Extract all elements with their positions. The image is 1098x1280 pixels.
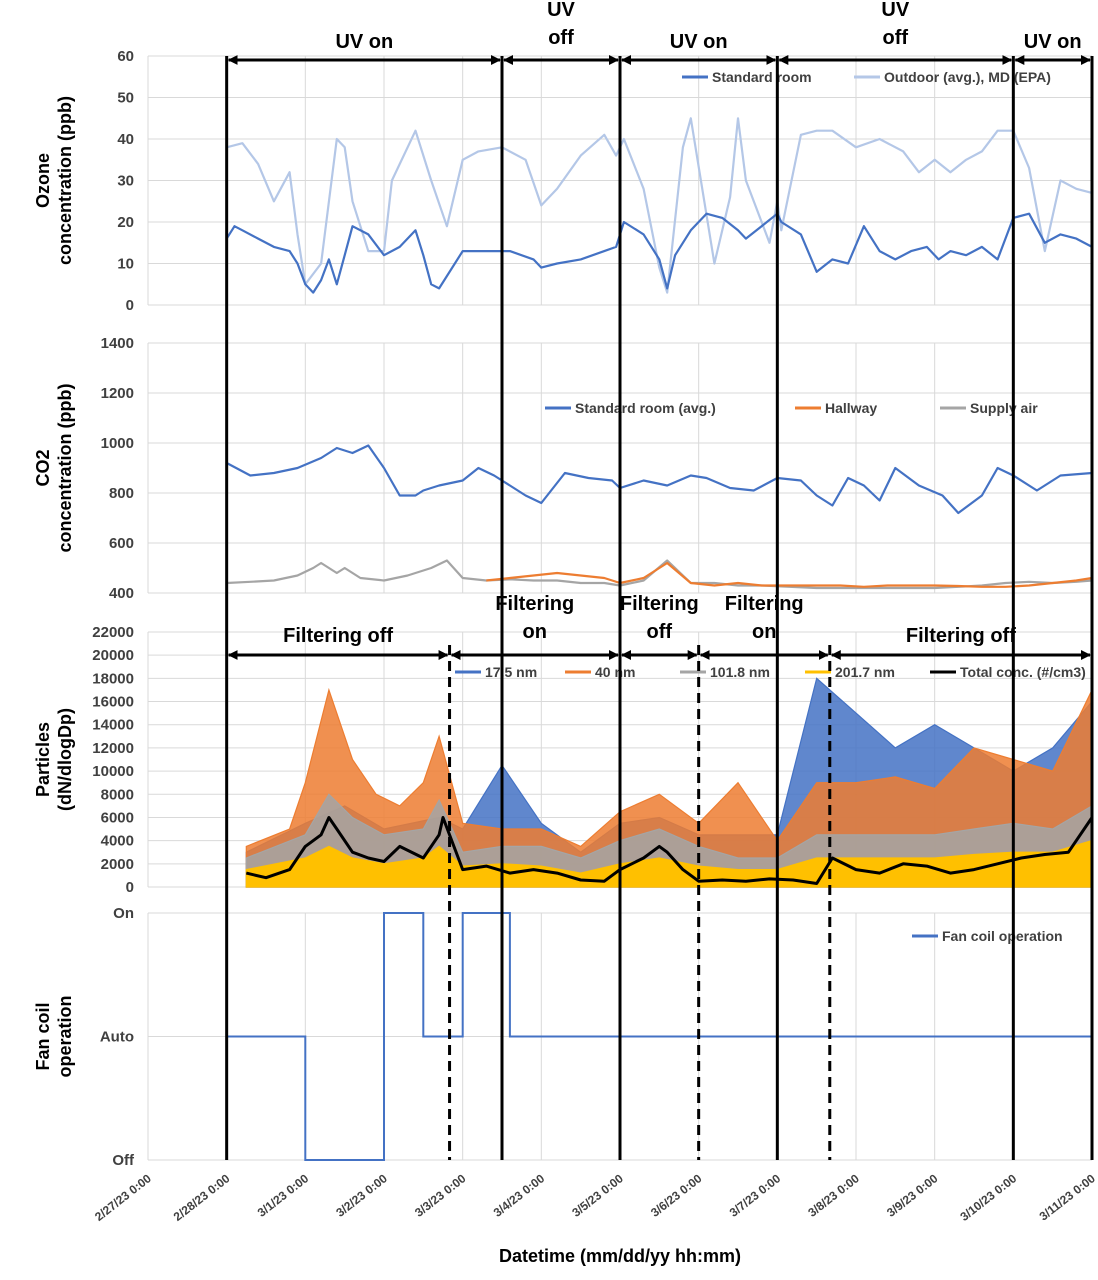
uv-period-label: UV on bbox=[335, 31, 393, 53]
legend-label: 101.8 nm bbox=[710, 664, 770, 680]
legend-label: 40 nm bbox=[595, 664, 635, 680]
legend-label: Supply air bbox=[970, 400, 1038, 416]
y-tick-label: 10 bbox=[117, 256, 134, 273]
x-tick-label: 3/4/23 0:00 bbox=[491, 1171, 548, 1220]
x-tick-label: 3/9/23 0:00 bbox=[884, 1171, 941, 1220]
y-tick-label: On bbox=[113, 905, 134, 922]
series-area-201-7-nm bbox=[245, 839, 1093, 888]
x-tick-label: 3/6/23 0:00 bbox=[648, 1171, 705, 1220]
y-tick-label: 400 bbox=[109, 585, 134, 602]
x-tick-label: 3/8/23 0:00 bbox=[805, 1171, 862, 1220]
legend-label: Standard room (avg.) bbox=[575, 400, 716, 416]
legend-label: Hallway bbox=[825, 400, 877, 416]
y-tick-label: 16000 bbox=[92, 694, 134, 711]
y-axis-title: Fan coil bbox=[33, 1002, 53, 1070]
legend-label: Fan coil operation bbox=[942, 928, 1063, 944]
x-tick-label: 3/7/23 0:00 bbox=[727, 1171, 784, 1220]
uv-period-label: off bbox=[548, 27, 574, 49]
series-line-outdoor-avg-md-epa- bbox=[226, 117, 1093, 294]
y-axis-title: Ozone bbox=[33, 153, 53, 208]
x-axis-title: Datetime (mm/dd/yy hh:mm) bbox=[499, 1246, 741, 1266]
y-tick-label: 60 bbox=[117, 48, 134, 65]
y-tick-label: 20 bbox=[117, 214, 134, 231]
y-axis-title: CO2 bbox=[33, 449, 53, 486]
y-tick-label: 0 bbox=[126, 879, 134, 896]
filter-period-label: Filtering off bbox=[283, 625, 393, 647]
panel-2: 400 600 800 1000 1200 1400 CO2 concentration (p… bbox=[33, 335, 1093, 602]
filter-period-label: Filtering bbox=[620, 593, 699, 615]
legend-label: 201.7 nm bbox=[835, 664, 895, 680]
y-tick-label: Off bbox=[112, 1152, 135, 1169]
y-tick-label: 10000 bbox=[92, 763, 134, 780]
y-tick-label: Auto bbox=[100, 1029, 134, 1046]
x-tick-label: 3/1/23 0:00 bbox=[255, 1171, 312, 1220]
y-tick-label: 6000 bbox=[101, 809, 134, 826]
y-tick-label: 800 bbox=[109, 485, 134, 502]
y-tick-label: 40 bbox=[117, 131, 134, 148]
legend-label: Total conc. (#/cm3) bbox=[960, 664, 1086, 680]
y-axis-title: (dN/dlogDp) bbox=[55, 708, 75, 811]
y-tick-label: 2000 bbox=[101, 856, 134, 873]
y-tick-label: 30 bbox=[117, 173, 134, 190]
legend: 17.5 nm 40 nm 101.8 nm 201.7 nm Total conc. … bbox=[455, 664, 1086, 680]
uv-period-label: off bbox=[883, 27, 909, 49]
legend-label: Outdoor (avg.), MD (EPA) bbox=[884, 69, 1051, 85]
legend: Fan coil operation bbox=[912, 928, 1063, 944]
series-line-fan-coil-operation bbox=[226, 912, 1092, 1161]
filter-period-label: on bbox=[523, 621, 547, 643]
x-tick-label: 3/11/23 0:00 bbox=[1037, 1171, 1098, 1223]
series-line-standard-room bbox=[225, 212, 1093, 294]
y-tick-label: 1400 bbox=[101, 335, 134, 352]
y-axis-title: concentration (ppb) bbox=[55, 384, 75, 553]
y-axis-title: concentration (ppb) bbox=[55, 96, 75, 265]
y-tick-label: 50 bbox=[117, 90, 134, 107]
x-tick-label: 3/2/23 0:00 bbox=[333, 1171, 390, 1220]
legend-label: Standard room bbox=[712, 69, 812, 85]
legend-label: 17.5 nm bbox=[485, 664, 537, 680]
y-tick-label: 600 bbox=[109, 535, 134, 552]
series-line-hallway bbox=[486, 561, 1093, 588]
y-axis-title: operation bbox=[55, 995, 75, 1077]
uv-period-label: UV bbox=[547, 0, 575, 21]
x-tick-label: 3/10/23 0:00 bbox=[957, 1171, 1019, 1224]
legend: Standard room (avg.) Hallway Supply air bbox=[545, 400, 1038, 416]
y-tick-label: 0 bbox=[126, 297, 134, 314]
x-tick-label: 2/27/23 0:00 bbox=[92, 1171, 154, 1224]
y-tick-label: 20000 bbox=[92, 647, 134, 664]
filter-period-label: off bbox=[647, 621, 673, 643]
filter-period-label: on bbox=[752, 621, 776, 643]
uv-period-label: UV bbox=[881, 0, 909, 21]
filter-period-label: Filtering bbox=[495, 593, 574, 615]
x-tick-label: 3/3/23 0:00 bbox=[412, 1171, 469, 1220]
y-tick-label: 1000 bbox=[101, 435, 134, 452]
y-axis-title: Particles bbox=[33, 722, 53, 797]
series-line-standard-room-avg- bbox=[226, 444, 1093, 515]
y-tick-label: 8000 bbox=[101, 786, 134, 803]
filter-period-label: Filtering bbox=[725, 593, 804, 615]
x-tick-label: 3/5/23 0:00 bbox=[569, 1171, 626, 1220]
y-tick-label: 1200 bbox=[101, 385, 134, 402]
y-tick-label: 22000 bbox=[92, 624, 134, 641]
y-tick-label: 12000 bbox=[92, 740, 134, 757]
uv-period-label: UV on bbox=[1024, 31, 1082, 53]
filter-period-label: Filtering off bbox=[906, 625, 1016, 647]
series-line-total-conc bbox=[245, 816, 1094, 885]
x-tick-label: 2/28/23 0:00 bbox=[171, 1171, 233, 1224]
y-tick-label: 14000 bbox=[92, 717, 134, 734]
y-tick-label: 4000 bbox=[101, 833, 134, 850]
legend: Standard room Outdoor (avg.), MD (EPA) bbox=[682, 69, 1051, 85]
uv-period-label: UV on bbox=[670, 31, 728, 53]
series-line-supply-air bbox=[226, 559, 1093, 590]
y-tick-label: 18000 bbox=[92, 670, 134, 687]
